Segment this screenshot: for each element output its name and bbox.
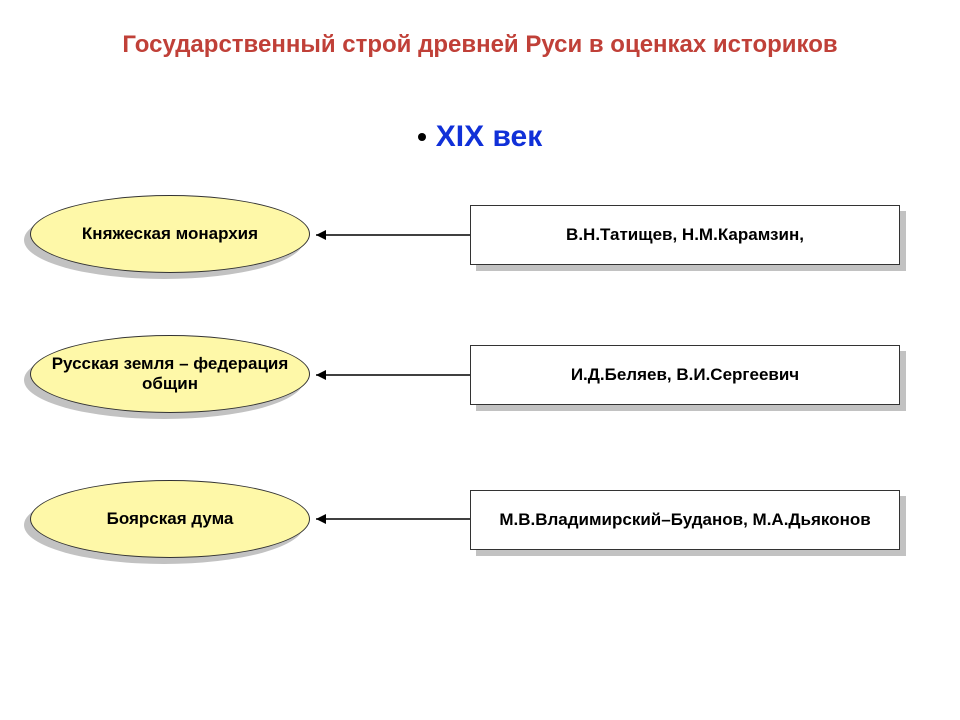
arrow-icon (0, 0, 960, 720)
